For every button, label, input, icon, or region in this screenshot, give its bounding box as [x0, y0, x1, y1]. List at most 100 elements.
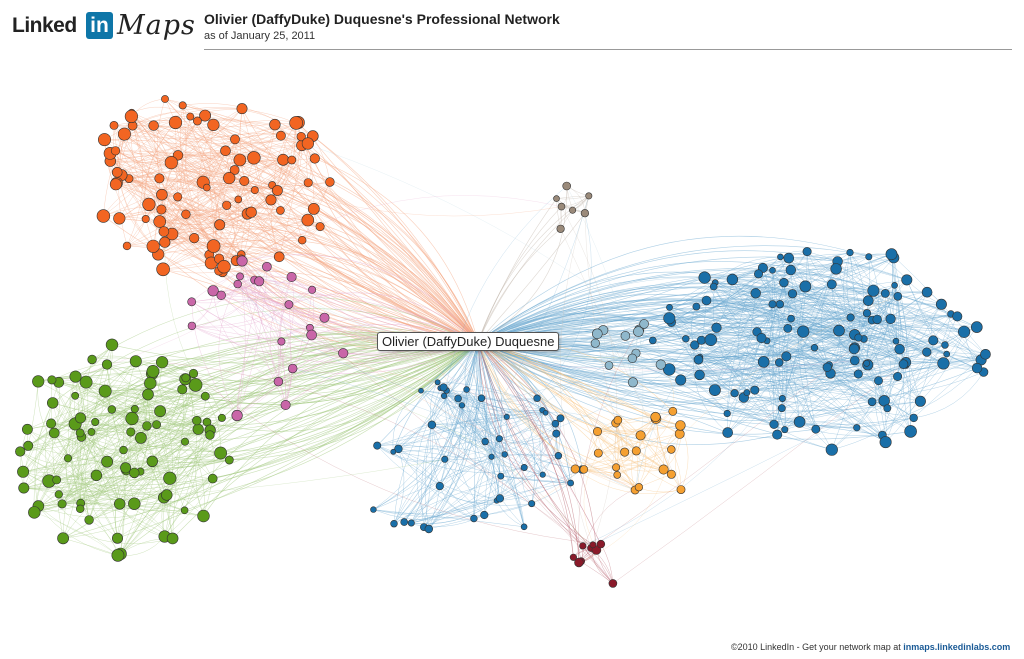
- network-node[interactable]: [57, 499, 67, 509]
- network-node[interactable]: [892, 337, 900, 345]
- network-node[interactable]: [692, 302, 701, 311]
- network-node[interactable]: [166, 532, 179, 545]
- network-node[interactable]: [87, 428, 96, 436]
- network-node[interactable]: [236, 255, 248, 267]
- network-node[interactable]: [203, 183, 211, 192]
- network-node[interactable]: [306, 329, 317, 341]
- network-node[interactable]: [189, 233, 200, 244]
- network-node[interactable]: [275, 130, 286, 141]
- network-node[interactable]: [247, 151, 261, 165]
- network-node[interactable]: [192, 116, 202, 126]
- network-node[interactable]: [230, 134, 240, 145]
- network-node[interactable]: [98, 384, 112, 398]
- network-node[interactable]: [156, 204, 167, 215]
- network-node[interactable]: [941, 341, 949, 349]
- network-node[interactable]: [756, 332, 767, 343]
- network-node[interactable]: [634, 483, 644, 492]
- network-node[interactable]: [668, 406, 678, 416]
- network-node[interactable]: [694, 369, 705, 381]
- network-node[interactable]: [233, 279, 242, 289]
- network-node[interactable]: [303, 178, 313, 188]
- network-node[interactable]: [98, 133, 112, 147]
- network-node[interactable]: [134, 431, 147, 444]
- network-node[interactable]: [373, 441, 382, 450]
- network-node[interactable]: [206, 239, 221, 253]
- network-node[interactable]: [152, 420, 161, 429]
- network-node[interactable]: [233, 153, 247, 167]
- network-node[interactable]: [199, 109, 211, 122]
- network-node[interactable]: [390, 448, 397, 455]
- network-node[interactable]: [730, 389, 739, 398]
- network-node[interactable]: [639, 319, 649, 329]
- network-node[interactable]: [214, 446, 227, 460]
- network-node[interactable]: [554, 452, 563, 460]
- network-node[interactable]: [849, 355, 860, 366]
- network-node[interactable]: [223, 171, 236, 185]
- network-node[interactable]: [75, 428, 85, 438]
- network-node[interactable]: [146, 455, 159, 467]
- network-node[interactable]: [236, 103, 248, 115]
- network-node[interactable]: [777, 253, 784, 261]
- network-node[interactable]: [785, 264, 796, 276]
- network-node[interactable]: [146, 239, 160, 253]
- network-node[interactable]: [54, 490, 63, 499]
- network-node[interactable]: [663, 312, 676, 325]
- network-node[interactable]: [698, 271, 711, 284]
- network-node[interactable]: [726, 273, 739, 286]
- network-node[interactable]: [569, 553, 578, 561]
- network-node[interactable]: [867, 284, 880, 297]
- network-node[interactable]: [904, 425, 917, 438]
- network-node[interactable]: [772, 429, 783, 440]
- network-node[interactable]: [591, 328, 603, 340]
- network-node[interactable]: [477, 394, 486, 402]
- network-node[interactable]: [156, 262, 170, 277]
- network-node[interactable]: [159, 236, 171, 248]
- network-node[interactable]: [173, 192, 183, 202]
- network-node[interactable]: [579, 465, 589, 474]
- network-node[interactable]: [298, 236, 307, 245]
- network-node[interactable]: [867, 397, 877, 407]
- network-node[interactable]: [164, 155, 178, 170]
- network-node[interactable]: [753, 269, 763, 279]
- network-node[interactable]: [520, 523, 528, 531]
- network-node[interactable]: [620, 331, 631, 341]
- network-node[interactable]: [284, 300, 294, 309]
- network-node[interactable]: [239, 176, 250, 187]
- network-node[interactable]: [635, 430, 646, 441]
- network-node[interactable]: [308, 285, 317, 294]
- network-node[interactable]: [276, 206, 285, 215]
- network-node[interactable]: [153, 215, 166, 228]
- network-node[interactable]: [854, 333, 863, 342]
- network-node[interactable]: [779, 277, 789, 288]
- network-node[interactable]: [181, 373, 191, 383]
- network-node[interactable]: [662, 363, 676, 376]
- network-node[interactable]: [163, 471, 177, 485]
- network-node[interactable]: [787, 314, 795, 323]
- network-node[interactable]: [325, 177, 335, 187]
- network-node[interactable]: [802, 247, 812, 257]
- network-node[interactable]: [46, 418, 57, 429]
- network-node[interactable]: [154, 405, 166, 418]
- network-node[interactable]: [613, 415, 623, 425]
- network-node[interactable]: [894, 344, 905, 355]
- network-node[interactable]: [112, 532, 124, 544]
- network-node[interactable]: [682, 335, 690, 343]
- network-node[interactable]: [608, 579, 618, 588]
- network-node[interactable]: [113, 498, 126, 510]
- network-node[interactable]: [750, 385, 760, 395]
- network-node[interactable]: [528, 500, 536, 508]
- network-node[interactable]: [893, 371, 903, 381]
- network-node[interactable]: [187, 321, 197, 331]
- network-node[interactable]: [254, 276, 265, 287]
- network-node[interactable]: [107, 405, 117, 414]
- network-node[interactable]: [48, 427, 60, 439]
- network-node[interactable]: [846, 313, 855, 322]
- network-node[interactable]: [971, 362, 983, 374]
- network-node[interactable]: [495, 494, 505, 503]
- network-node[interactable]: [129, 467, 140, 479]
- network-node[interactable]: [826, 279, 837, 290]
- network-node[interactable]: [207, 285, 219, 297]
- network-node[interactable]: [47, 375, 57, 385]
- network-node[interactable]: [161, 489, 173, 501]
- network-node[interactable]: [32, 375, 45, 388]
